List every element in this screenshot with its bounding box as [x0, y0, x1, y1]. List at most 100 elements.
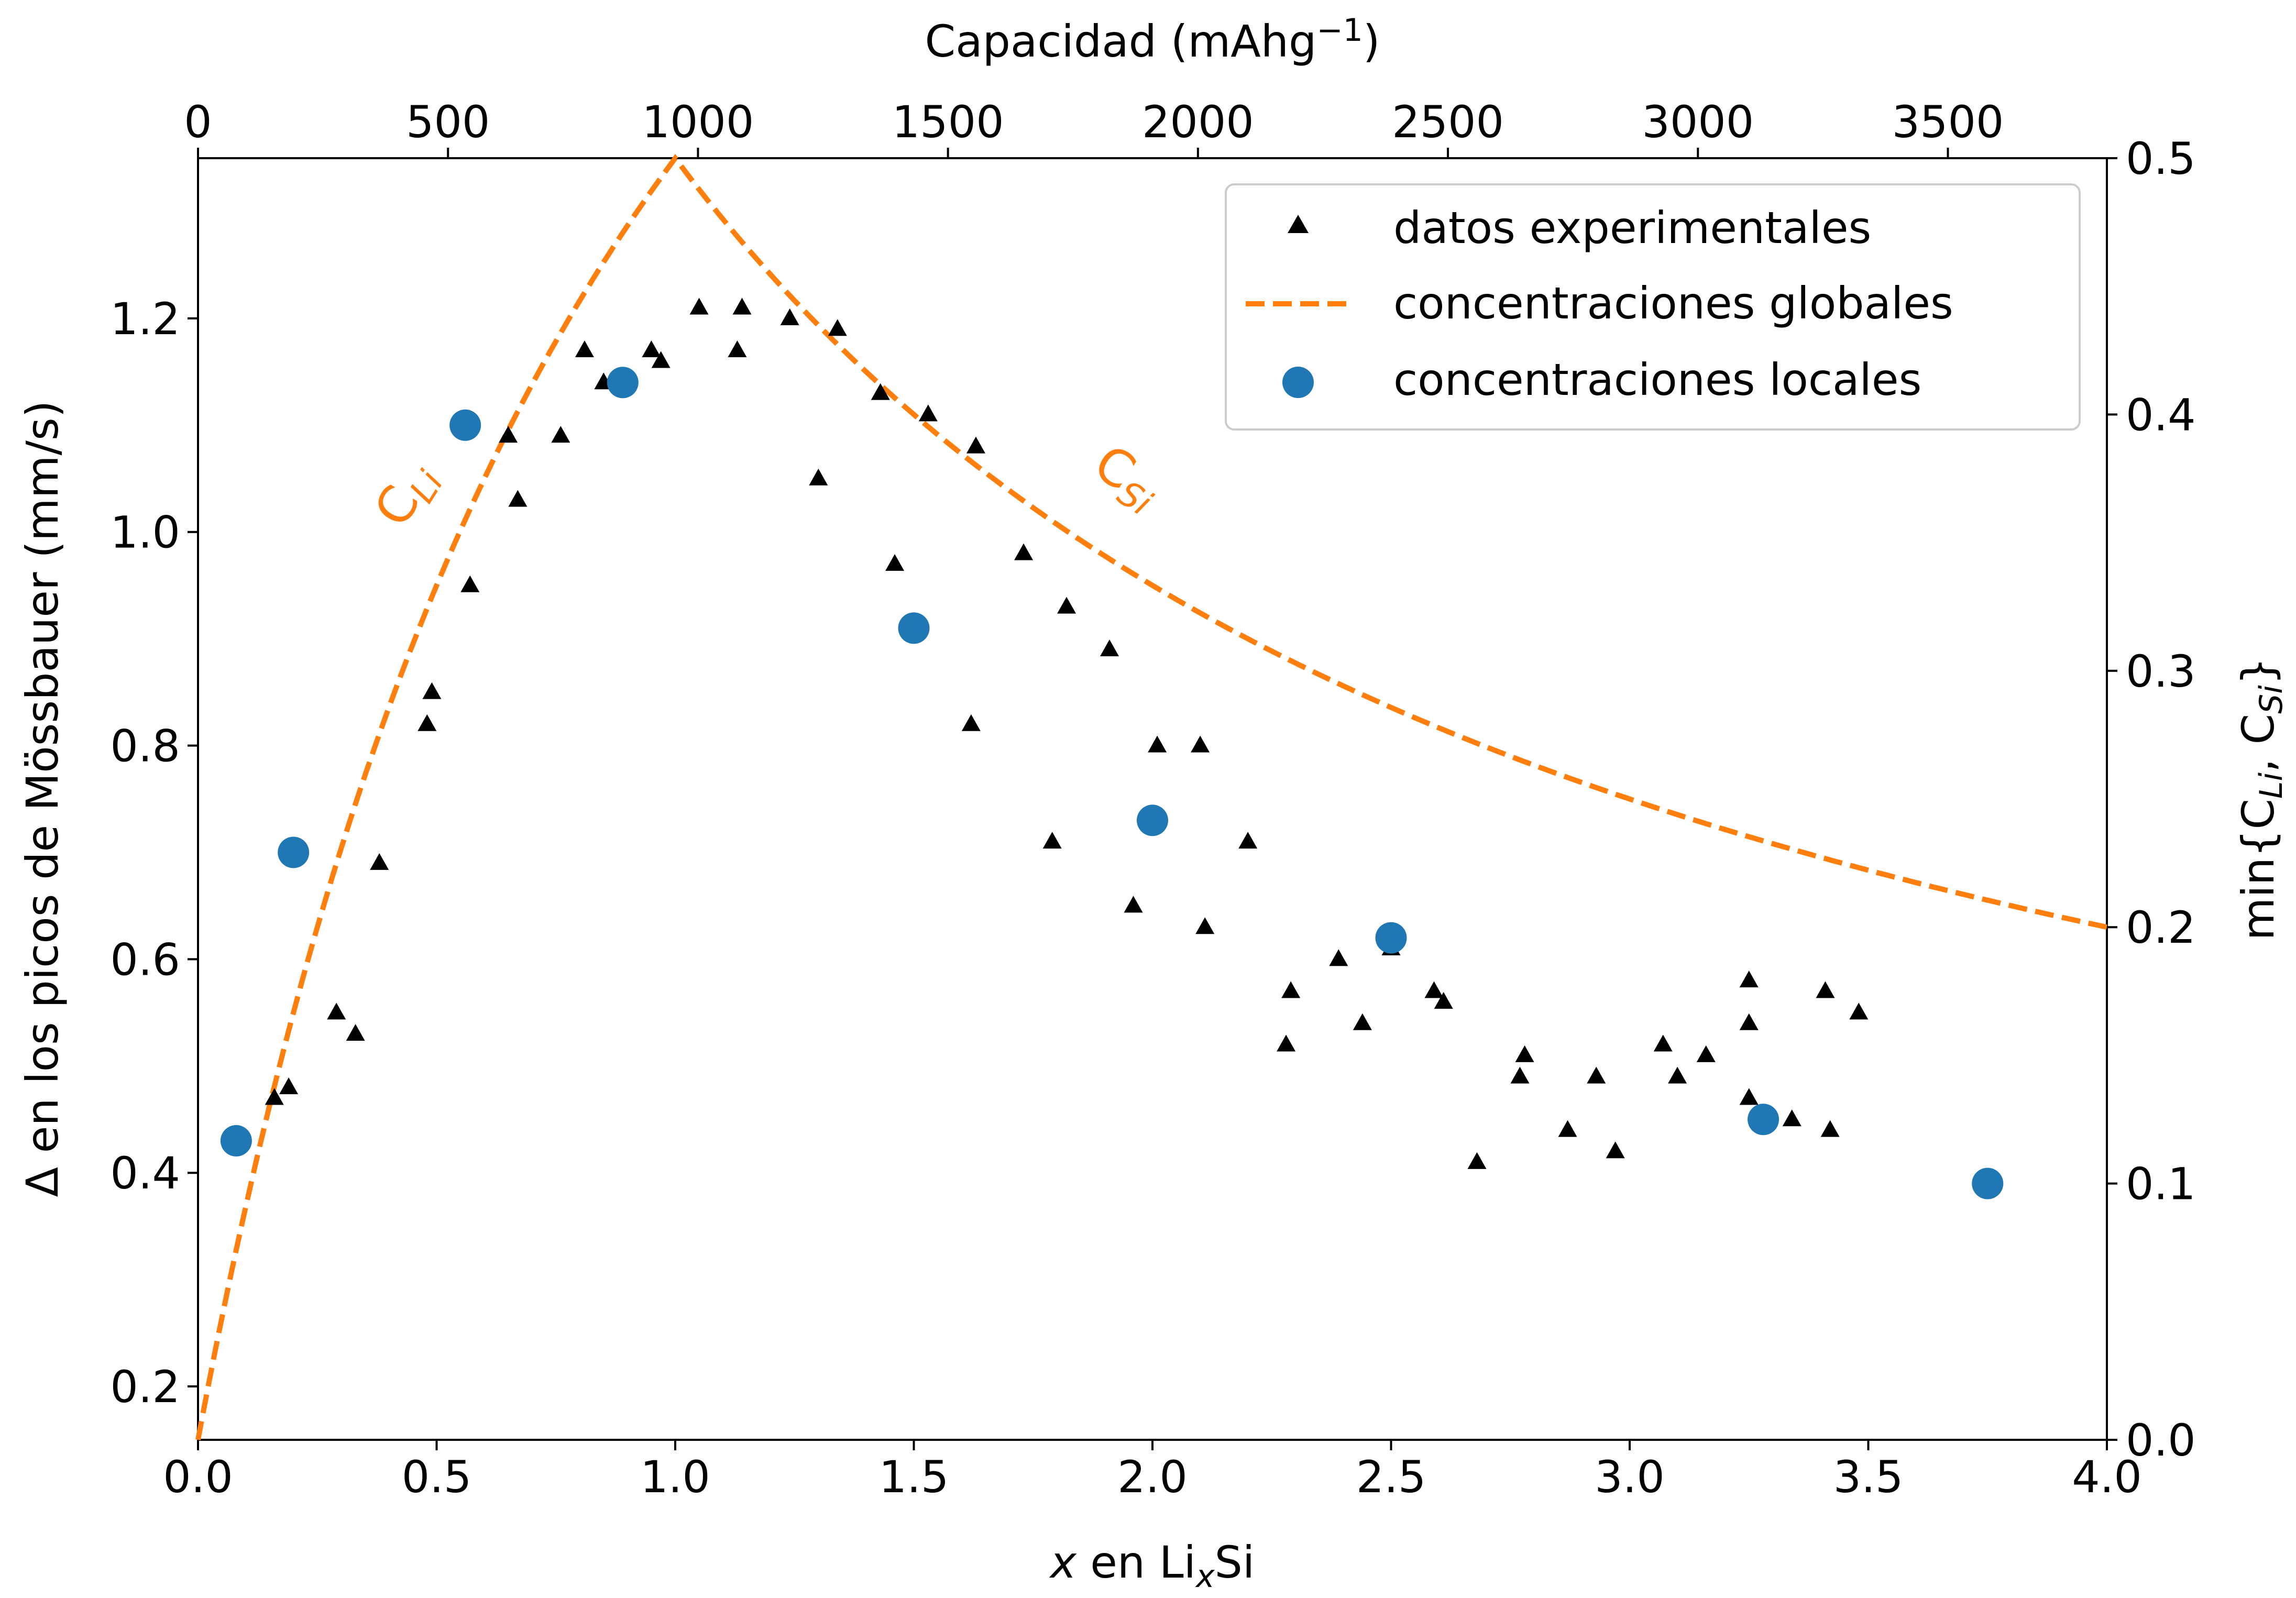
experimental-point — [1467, 1152, 1487, 1169]
y-tick-label: 1.0 — [110, 507, 180, 558]
x-tick-label: 2.0 — [1117, 1451, 1188, 1503]
right-y-axis-ticks: 0.0 0.1 0.2 0.3 0.4 0.5 — [2107, 133, 2196, 1466]
experimental-point — [828, 319, 847, 336]
y-axis-title: Δ en los picos de Mössbauer (mm/s) — [17, 401, 68, 1197]
experimental-point — [809, 468, 828, 486]
y2-title-end: } — [2233, 657, 2284, 685]
experimental-point — [1606, 1141, 1625, 1159]
experimental-point — [1739, 971, 1759, 988]
x2-tick-label: 3000 — [1642, 96, 1754, 148]
legend-box — [1225, 183, 2081, 431]
y-tick-label: 0.2 — [110, 1361, 180, 1413]
x2-tick-label: 500 — [406, 96, 490, 148]
local-concentration-point — [449, 409, 481, 441]
experimental-point — [460, 575, 480, 592]
x-tick-label: 3.0 — [1595, 1451, 1665, 1503]
legend-triangle-marker — [1288, 215, 1309, 233]
experimental-point — [1696, 1045, 1716, 1062]
experimental-point — [508, 490, 528, 507]
y2-tick-label: 0.4 — [2126, 389, 2196, 440]
x-axis-ticks: 0.0 0.5 1.0 1.5 2.0 2.5 3.0 3.5 4.0 — [163, 1440, 2142, 1503]
experimental-point — [1424, 981, 1444, 998]
experimental-point — [1277, 1034, 1296, 1052]
legend-label-local: concentraciones locales — [1393, 354, 1921, 405]
local-concentration-point — [607, 367, 639, 399]
experimental-point — [1816, 981, 1835, 998]
global-concentration-curve — [195, 153, 2108, 1440]
local-concentration-point — [278, 836, 310, 868]
x2-tick-label: 1000 — [642, 96, 754, 148]
y2-title-mid: , C — [2233, 714, 2284, 773]
y-tick-label: 0.8 — [110, 721, 180, 772]
legend-label-experimental: datos experimentales — [1393, 202, 1871, 254]
y2-tick-label: 0.2 — [2126, 902, 2196, 953]
experimental-point — [1558, 1120, 1577, 1137]
csi-curve-label: CSi — [1081, 433, 1172, 524]
experimental-point — [1668, 1066, 1687, 1084]
experimental-point — [1849, 1002, 1869, 1020]
global-concentration-series — [195, 153, 2108, 1440]
x-tick-label: 3.5 — [1833, 1451, 1904, 1503]
x-axis-title-sub: x — [1195, 1558, 1215, 1595]
y2-axis-title: min{CLi, CSi} — [2233, 657, 2290, 941]
local-concentration-point — [1137, 804, 1168, 836]
x-axis-title-var: x — [1049, 1537, 1077, 1588]
x2-tick-label: 2500 — [1392, 96, 1504, 148]
local-concentration-point — [1972, 1167, 2004, 1199]
experimental-point — [1434, 991, 1453, 1009]
y2-title-sub2: Si — [2253, 685, 2290, 714]
local-concentration-series — [220, 367, 2004, 1199]
experimental-point — [1014, 543, 1034, 560]
x-tick-label: 0.0 — [163, 1451, 233, 1503]
experimental-point — [279, 1077, 299, 1095]
experimental-point — [265, 1088, 284, 1105]
experimental-point — [1353, 1013, 1372, 1030]
x-tick-label: 1.0 — [640, 1451, 710, 1503]
experimental-point — [370, 853, 389, 870]
experimental-point — [575, 340, 594, 358]
y2-title-sub1: Li — [2253, 773, 2290, 799]
experimental-point — [551, 426, 570, 443]
experimental-point — [1281, 981, 1301, 998]
y-tick-label: 0.6 — [110, 934, 180, 985]
local-concentration-point — [898, 612, 930, 644]
x-tick-label: 0.5 — [402, 1451, 472, 1503]
x2-axis-title-main: Capacidad (mAhg — [925, 16, 1316, 67]
legend-circle-marker — [1282, 367, 1314, 398]
y-tick-label: 1.2 — [110, 293, 180, 345]
y-tick-label: 0.4 — [110, 1148, 180, 1199]
y2-tick-label: 0.1 — [2126, 1159, 2196, 1210]
legend: datos experimentales concentraciones glo… — [1225, 183, 2081, 431]
experimental-point — [1739, 1088, 1759, 1105]
experimental-point — [918, 404, 938, 422]
experimental-point — [327, 1002, 346, 1020]
experimental-point — [1191, 735, 1210, 753]
x2-tick-label: 3500 — [1892, 96, 2004, 148]
y2-title-start: min{C — [2233, 799, 2284, 941]
experimental-point — [689, 297, 709, 315]
experimental-point — [1510, 1066, 1530, 1084]
x2-tick-label: 0 — [184, 96, 212, 148]
local-concentration-point — [1748, 1104, 1779, 1136]
experimental-point — [961, 714, 981, 731]
y2-tick-label: 0.0 — [2126, 1415, 2196, 1466]
x-axis-title-suffix: Si — [1215, 1537, 1255, 1588]
experimental-point — [1515, 1045, 1534, 1062]
x2-axis-title-end: ) — [1363, 16, 1380, 67]
experimental-point — [346, 1024, 365, 1041]
x2-tick-label: 1500 — [892, 96, 1004, 148]
experimental-point — [1782, 1109, 1801, 1127]
x2-axis-title: Capacidad (mAhg−1) — [925, 12, 1380, 67]
experimental-point — [1042, 832, 1062, 849]
x-tick-label: 1.5 — [879, 1451, 949, 1503]
experimental-point — [1329, 949, 1348, 966]
x2-axis-title-sup: −1 — [1316, 12, 1363, 49]
experimental-point — [651, 351, 671, 368]
experimental-point — [871, 383, 890, 400]
experimental-point — [1195, 917, 1215, 934]
experimental-point — [885, 554, 905, 571]
experimental-point — [1238, 832, 1258, 849]
x-tick-label: 2.5 — [1356, 1451, 1426, 1503]
experimental-point — [732, 297, 752, 315]
